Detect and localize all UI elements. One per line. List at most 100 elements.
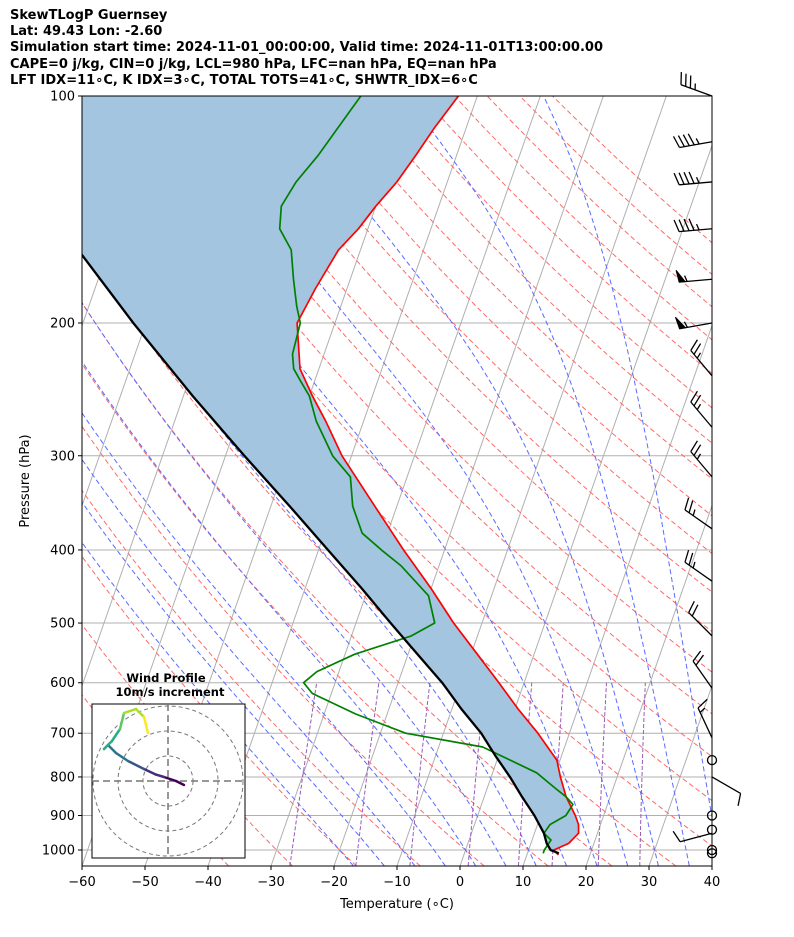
axis-ticks: −60 −50 −40 −30 −20 −10 0 10 20 30 40 100 200 300 400 5… bbox=[42, 90, 720, 891]
wind-barb bbox=[680, 72, 713, 97]
title-cape: CAPE=0 j/kg, CIN=0 j/kg, LCL=980 hPa, LF… bbox=[10, 56, 497, 72]
y-tick-label: 800 bbox=[50, 770, 75, 785]
hodograph-segment bbox=[126, 759, 146, 771]
hodograph-segment bbox=[142, 715, 150, 735]
moist-adiabat bbox=[179, 96, 629, 866]
hodograph-segment bbox=[114, 751, 130, 763]
x-tick-label: 40 bbox=[704, 875, 721, 890]
hodograph-segment bbox=[122, 707, 138, 715]
dry-adiabat bbox=[82, 555, 357, 866]
wind-barb bbox=[673, 171, 713, 186]
y-tick-label: 100 bbox=[50, 90, 75, 105]
title-indices: LFT IDX=11∘C, K IDX=3∘C, TOTAL TOTS=41∘C… bbox=[10, 72, 478, 88]
chart-header: SkewTLogP Guernsey Lat: 49.43 Lon: -2.60… bbox=[10, 8, 603, 89]
moist-adiabat bbox=[405, 96, 690, 866]
wind-barb bbox=[684, 549, 713, 582]
data-layer bbox=[82, 96, 580, 856]
parcel-line bbox=[82, 253, 560, 855]
x-tick-label: 10 bbox=[515, 875, 532, 890]
calm-wind-circle bbox=[706, 824, 718, 835]
dry-adiabat bbox=[258, 96, 712, 555]
dry-adiabat bbox=[225, 96, 712, 593]
dry-adiabat bbox=[95, 96, 712, 758]
calm-wind-circle bbox=[706, 810, 718, 821]
dry-adiabat bbox=[388, 96, 712, 409]
y-tick-label: 200 bbox=[50, 316, 75, 331]
calm-wind-circle bbox=[706, 844, 718, 856]
wind-barbs bbox=[672, 72, 742, 859]
wind-barb bbox=[688, 600, 713, 637]
title-latlon: Lat: 49.43 Lon: -2.60 bbox=[10, 24, 163, 40]
title-station: SkewTLogP Guernsey bbox=[10, 8, 168, 23]
x-tick-label: 20 bbox=[578, 875, 595, 890]
isotherm-line bbox=[585, 504, 712, 866]
wind-barb bbox=[684, 497, 713, 530]
mixing-ratio-line bbox=[409, 682, 431, 866]
hodograph-segment bbox=[142, 767, 158, 776]
dry-adiabat bbox=[160, 96, 712, 673]
mixing-ratio-line bbox=[639, 682, 646, 866]
wind-barb bbox=[711, 776, 742, 806]
y-tick-label: 1000 bbox=[42, 844, 75, 859]
hodograph-segment bbox=[106, 743, 118, 755]
moist-adiabat bbox=[82, 458, 416, 866]
wind-barb bbox=[675, 270, 713, 283]
hodograph-segment bbox=[102, 739, 114, 751]
wind-barb bbox=[674, 316, 713, 330]
wind-barb bbox=[690, 390, 713, 428]
moist-adiabat bbox=[82, 412, 446, 866]
mixing-ratio-line bbox=[289, 682, 318, 866]
hodograph-segment bbox=[134, 707, 146, 719]
y-tick-label: 400 bbox=[50, 543, 75, 558]
y-tick-label: 600 bbox=[50, 676, 75, 691]
y-tick-label: 500 bbox=[50, 617, 75, 632]
x-tick-label: −50 bbox=[131, 875, 158, 890]
x-tick-label: −40 bbox=[194, 875, 221, 890]
wind-barb bbox=[690, 440, 713, 478]
moist-adiabat bbox=[277, 96, 659, 866]
moist-adiabat bbox=[82, 301, 507, 866]
dry-adiabat bbox=[552, 96, 712, 244]
hodograph-segment bbox=[162, 775, 178, 783]
hodograph-segment bbox=[110, 727, 122, 743]
moist-adiabat bbox=[82, 360, 477, 866]
x-tick-label: −30 bbox=[257, 875, 284, 890]
x-tick-label: −60 bbox=[68, 875, 95, 890]
isotherm-line bbox=[648, 684, 712, 866]
inset-title: Wind Profile bbox=[126, 671, 206, 685]
wind-barb bbox=[672, 133, 713, 149]
x-tick-label: 30 bbox=[641, 875, 658, 890]
dry-adiabat bbox=[291, 96, 712, 517]
x-tick-label: 0 bbox=[456, 875, 464, 890]
isotherm-line bbox=[711, 864, 712, 866]
hodograph-segment bbox=[154, 773, 166, 779]
inset-subtitle: 10m/s increment bbox=[116, 685, 225, 699]
wind-barb bbox=[697, 698, 713, 739]
dry-adiabat bbox=[127, 96, 712, 715]
title-times: Simulation start time: 2024-11-01_00:00:… bbox=[10, 40, 603, 56]
y-tick-label: 700 bbox=[50, 727, 75, 742]
hodograph-segment bbox=[118, 711, 126, 731]
dry-adiabat bbox=[193, 96, 712, 633]
temperature-line bbox=[296, 96, 580, 856]
wind-barb bbox=[673, 218, 713, 233]
hodograph-segment bbox=[174, 779, 186, 787]
dry-adiabat bbox=[82, 425, 485, 866]
wind-barb bbox=[672, 830, 713, 843]
isotherm-line bbox=[396, 96, 667, 866]
wind-barb bbox=[692, 650, 713, 689]
calm-wind-circle bbox=[706, 755, 718, 766]
moist-adiabat bbox=[106, 96, 598, 866]
x-axis-label: Temperature (∘C) bbox=[339, 897, 454, 912]
x-tick-label: −20 bbox=[320, 875, 347, 890]
moist-adiabat bbox=[543, 96, 712, 821]
y-axis-label: Pressure (hPa) bbox=[18, 434, 33, 527]
dewpoint-line bbox=[278, 96, 574, 854]
mixing-ratio-line bbox=[597, 682, 607, 866]
wind-barb bbox=[690, 339, 713, 377]
cin-shading bbox=[82, 96, 579, 850]
calm-wind-circle bbox=[706, 848, 718, 859]
x-tick-label: −10 bbox=[383, 875, 410, 890]
